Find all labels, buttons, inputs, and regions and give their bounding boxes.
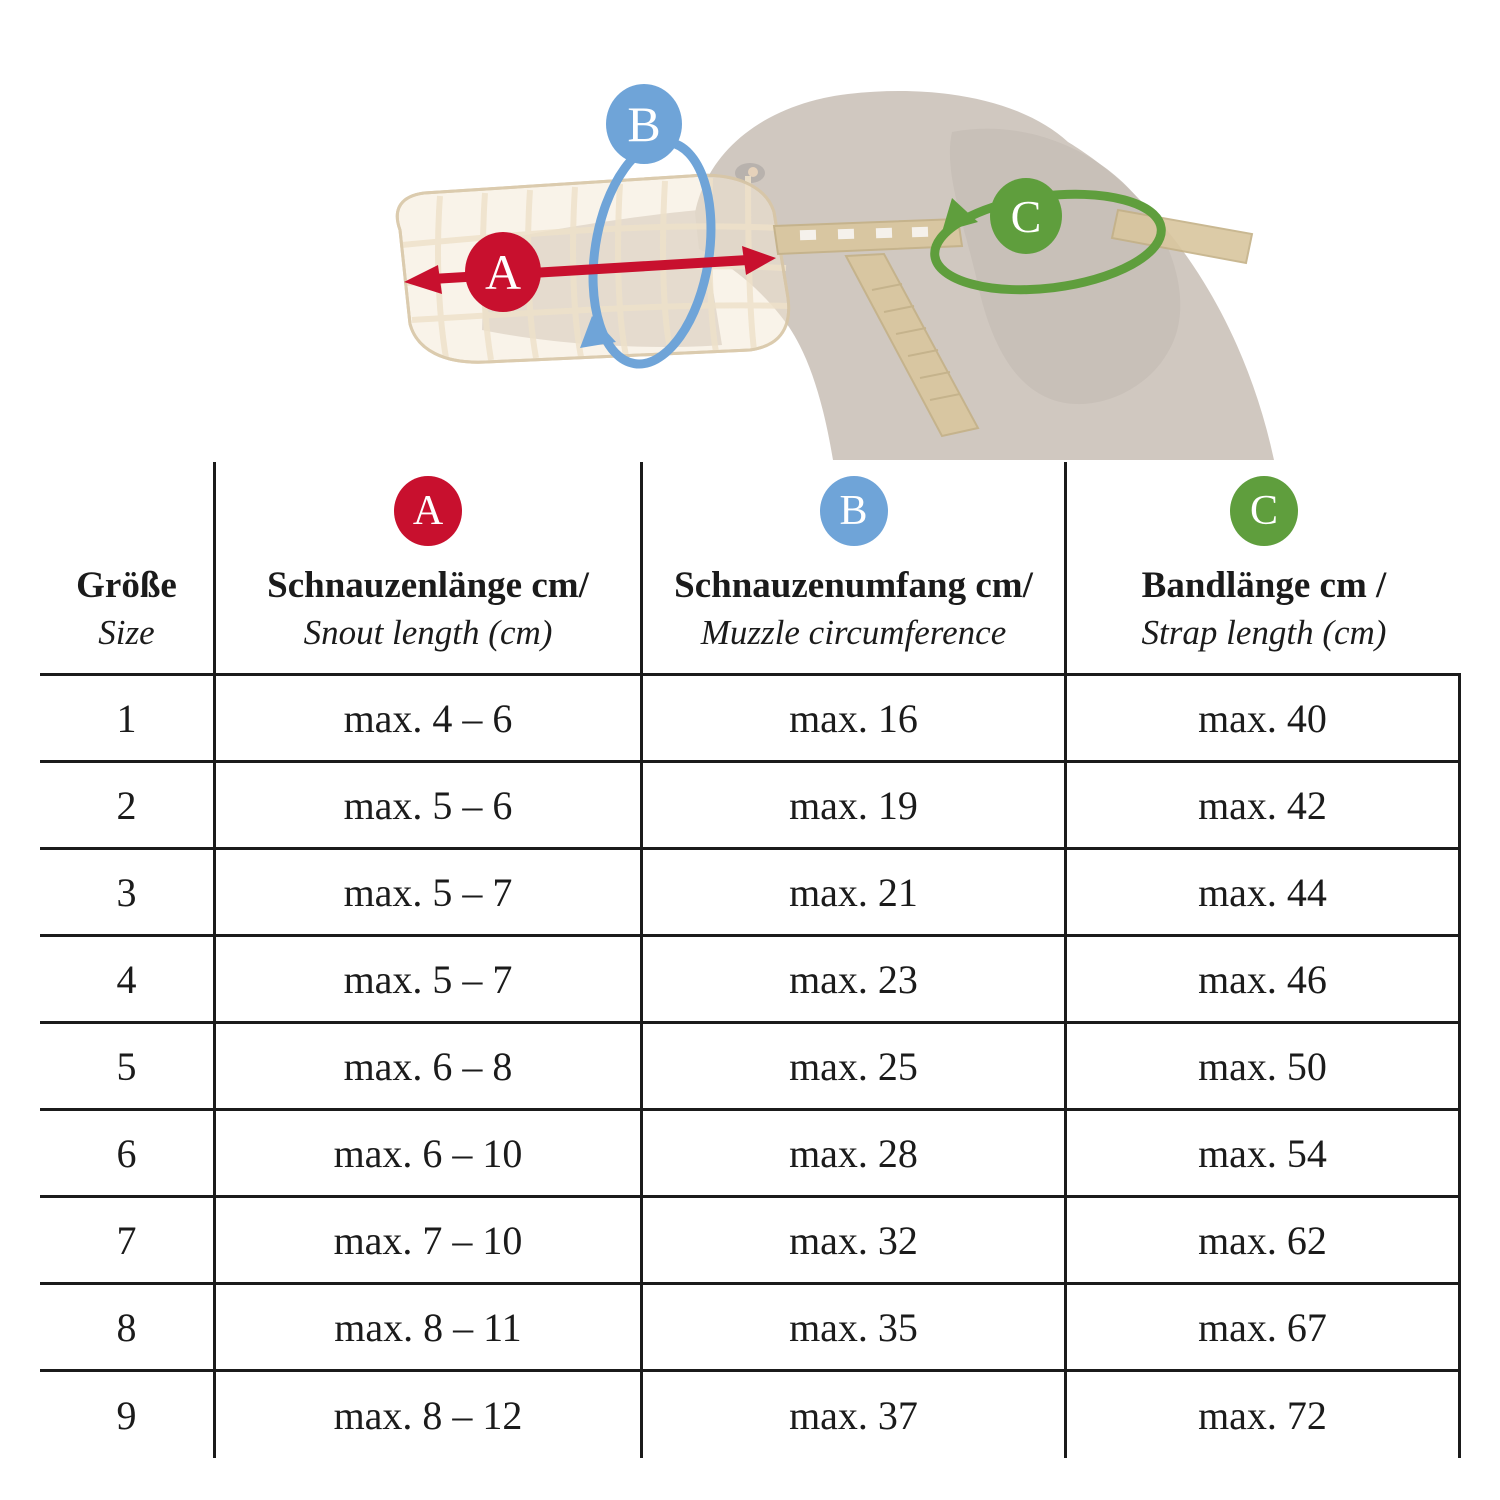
cell-snout: max. 8 – 11 (213, 1285, 640, 1372)
table-row: 8 max. 8 – 11 max. 35 max. 67 (40, 1285, 1461, 1372)
cell-muzzle: max. 23 (640, 937, 1064, 1024)
cell-strap: max. 46 (1064, 937, 1461, 1024)
table-row: 6 max. 6 – 10 max. 28 max. 54 (40, 1111, 1461, 1198)
cell-muzzle: max. 25 (640, 1024, 1064, 1111)
table-row: 5 max. 6 – 8 max. 25 max. 50 (40, 1024, 1461, 1111)
header-snout-de: Schnauzenlänge cm/ (267, 565, 589, 607)
header-badge-c: C (1230, 476, 1298, 546)
cell-muzzle: max. 21 (640, 850, 1064, 937)
header-badge-a: A (394, 476, 462, 546)
header-badge-a-label: A (412, 488, 444, 534)
header-size: Größe Size (40, 462, 213, 676)
cell-snout: max. 5 – 7 (213, 937, 640, 1024)
strap-ribs (871, 283, 961, 401)
cell-strap: max. 50 (1064, 1024, 1461, 1111)
badge-a: A (465, 232, 541, 312)
header-snout-en: Snout length (cm) (303, 612, 553, 652)
cell-muzzle: max. 32 (640, 1198, 1064, 1285)
header-size-en: Size (98, 612, 155, 652)
cell-size: 5 (40, 1024, 213, 1111)
cell-snout: max. 6 – 10 (213, 1111, 640, 1198)
table-row: 4 max. 5 – 7 max. 23 max. 46 (40, 937, 1461, 1024)
header-strap-en: Strap length (cm) (1141, 612, 1387, 652)
cell-strap: max. 67 (1064, 1285, 1461, 1372)
cell-snout: max. 8 – 12 (213, 1372, 640, 1458)
badge-b: B (606, 84, 682, 164)
cell-size: 9 (116, 1392, 137, 1438)
cell-snout: max. 7 – 10 (213, 1198, 640, 1285)
cell-snout: max. 5 – 6 (213, 763, 640, 850)
measure-b-arrowhead (580, 316, 616, 348)
muzzle-straps (772, 208, 1254, 438)
header-snout-length: A Schnauzenlänge cm/ Snout length (cm) (213, 462, 640, 676)
cell-size: 1 (40, 676, 213, 763)
cell-strap: max. 42 (1064, 763, 1461, 850)
badge-a-label: A (484, 244, 522, 300)
cell-size: 3 (40, 850, 213, 937)
measurement-diagram: A B C (0, 0, 1500, 462)
cell-muzzle: max. 35 (640, 1285, 1064, 1372)
table-row: 9 max. 8 – 12 max. 37 max. 72 (40, 1372, 1461, 1458)
badge-c-label: C (1010, 190, 1042, 242)
cell-strap: max. 62 (1064, 1198, 1461, 1285)
cell-muzzle: max. 37 (640, 1372, 1064, 1458)
header-badge-c-label: C (1249, 488, 1278, 534)
cell-snout: max. 5 – 7 (213, 850, 640, 937)
cell-strap: max. 44 (1064, 850, 1461, 937)
cell-strap: max. 40 (1064, 676, 1461, 763)
cell-strap: max. 72 (1064, 1372, 1461, 1458)
dog-muzzle-illustration (395, 91, 1274, 460)
table-row: 3 max. 5 – 7 max. 21 max. 44 (40, 850, 1461, 937)
cell-snout: max. 6 – 8 (213, 1024, 640, 1111)
header-muzzle-en: Muzzle circumference (700, 612, 1007, 652)
cell-muzzle: max. 28 (640, 1111, 1064, 1198)
table-row: 7 max. 7 – 10 max. 32 max. 62 (40, 1198, 1461, 1285)
table-row: 1 max. 4 – 6 max. 16 max. 40 (40, 676, 1461, 763)
badge-b-label: B (627, 96, 661, 152)
table-row: 2 max. 5 – 6 max. 19 max. 42 (40, 763, 1461, 850)
cell-snout: max. 4 – 6 (213, 676, 640, 763)
cell-size: 6 (40, 1111, 213, 1198)
cell-muzzle: max. 19 (640, 763, 1064, 850)
cell-size: 8 (40, 1285, 213, 1372)
header-strap-de: Bandlänge cm / (1141, 565, 1387, 607)
measure-c-arrowhead (942, 198, 978, 232)
header-badge-b-label: B (839, 488, 868, 534)
cell-size: 7 (40, 1198, 213, 1285)
cell-size: 2 (40, 763, 213, 850)
header-size-de: Größe (76, 565, 177, 607)
badge-c: C (990, 178, 1062, 254)
cell-muzzle: max. 16 (640, 676, 1064, 763)
header-badge-b: B (819, 476, 888, 546)
header-strap-length: C Bandlänge cm / Strap length (cm) (1064, 462, 1461, 676)
cell-strap: max. 54 (1064, 1111, 1461, 1198)
size-table: Größe Size A Schnauzenlänge cm/ Snout le… (40, 462, 1461, 1458)
table-header-row: Größe Size A Schnauzenlänge cm/ Snout le… (40, 462, 1461, 676)
header-muzzle-de: Schnauzenumfang cm/ (674, 565, 1033, 607)
header-muzzle-circumference: B Schnauzenumfang cm/ Muzzle circumferen… (640, 462, 1064, 676)
cell-size: 4 (40, 937, 213, 1024)
strap-slots (799, 226, 929, 241)
